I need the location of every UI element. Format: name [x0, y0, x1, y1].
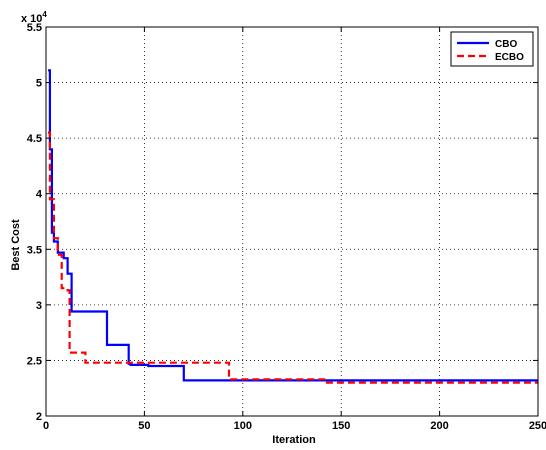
grid-layer — [46, 27, 538, 416]
x-tick-label: 50 — [138, 420, 150, 432]
x-tick-label: 250 — [529, 420, 546, 432]
y-tick-label: 3.5 — [27, 244, 42, 256]
plot-frame — [45, 26, 539, 417]
legend-label-ecbo: ECBO — [495, 52, 524, 63]
x-axis-label: Iteration — [272, 434, 316, 446]
y-tick-label: 5 — [36, 78, 42, 90]
legend-box — [450, 31, 534, 67]
y-tick-label: 4 — [36, 189, 43, 201]
y-multiplier-exponent: 4 — [42, 10, 47, 19]
x-tick-label: 0 — [43, 420, 49, 432]
y-tick-label: 4.5 — [27, 133, 42, 145]
y-multiplier-label: x 104 — [21, 10, 47, 25]
x-tick-label: 100 — [234, 420, 252, 432]
y-tick-label: 5.5 — [27, 22, 42, 34]
tick-layer: 0 50 100 150 200 250 2 2.5 3 3.5 4 4.5 5 5.5 — [27, 22, 546, 432]
y-axis-label: Best Cost — [10, 219, 22, 271]
series-layer — [48, 69, 538, 384]
x-tick-label: 150 — [332, 420, 350, 432]
y-tick-label: 2.5 — [27, 355, 42, 367]
y-tick-label: 3 — [36, 300, 42, 312]
x-tick-label: 200 — [430, 420, 448, 432]
y-tick-label: 2 — [36, 411, 42, 423]
legend: CBO ECBO — [450, 31, 534, 67]
series-line-cbo — [48, 69, 538, 382]
y-multiplier-base: x 10 — [21, 13, 42, 25]
series-line-ecbo — [48, 131, 538, 384]
legend-label-cbo: CBO — [495, 39, 517, 50]
